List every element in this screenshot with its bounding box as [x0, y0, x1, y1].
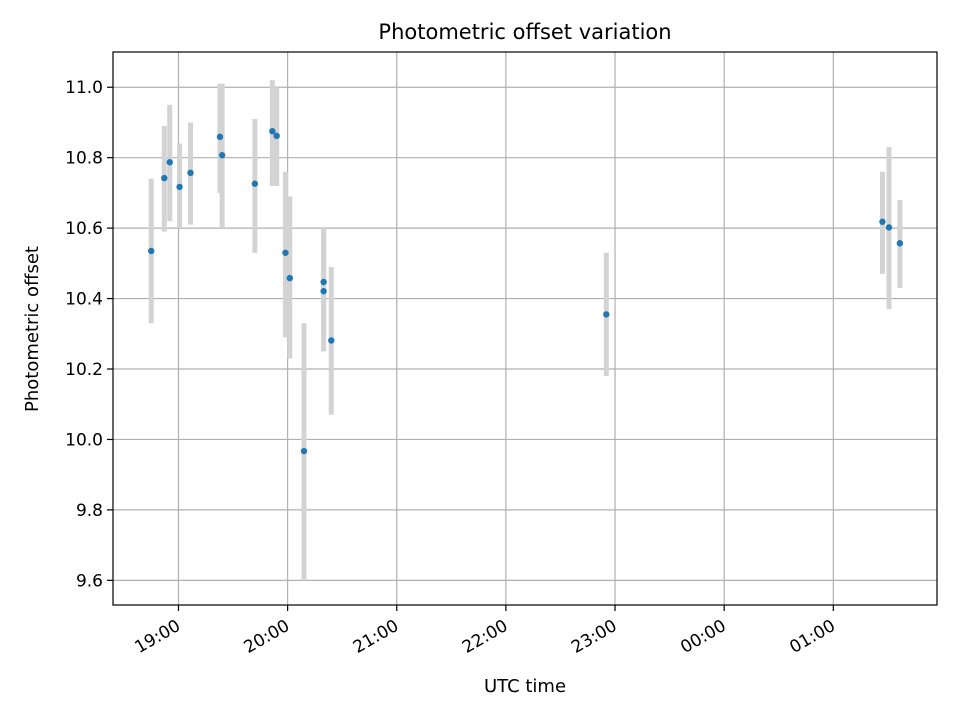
chart-title: Photometric offset variation — [378, 20, 671, 44]
data-point — [320, 287, 327, 295]
y-axis-ticks: 9.6 9.8 10.0 10.2 10.4 10.6 10.8 11.0 — [65, 78, 113, 591]
data-point — [176, 183, 183, 191]
y-tick-label: 10.2 — [65, 360, 103, 380]
y-tick-label: 10.0 — [65, 430, 103, 450]
data-point — [300, 447, 308, 455]
y-tick-label: 10.4 — [65, 290, 103, 310]
data-point — [273, 132, 280, 140]
data-point — [218, 152, 226, 159]
plot-frame — [112, 51, 938, 606]
y-axis-label: Photometric offset — [22, 246, 43, 412]
data-point — [187, 169, 194, 177]
data-point — [328, 337, 335, 344]
data-point — [166, 159, 173, 166]
plot-area — [113, 52, 937, 605]
y-tick-label: 10.6 — [65, 219, 103, 239]
data-point — [320, 278, 327, 286]
data-point — [286, 274, 294, 282]
data-point — [251, 180, 259, 187]
data-point — [282, 249, 289, 256]
data-point — [896, 240, 904, 247]
data-point — [269, 128, 276, 135]
data-point — [161, 174, 168, 182]
data-point — [147, 247, 155, 255]
y-tick-label: 11.0 — [65, 78, 103, 98]
y-tick-label: 9.6 — [76, 571, 103, 591]
x-axis-label: UTC time — [484, 676, 566, 697]
data-point — [885, 224, 893, 231]
data-points — [147, 128, 904, 455]
y-tick-label: 9.8 — [76, 501, 103, 521]
grid-lines — [113, 52, 937, 605]
y-tick-label: 10.8 — [65, 149, 103, 169]
data-point — [603, 311, 610, 318]
data-point — [879, 218, 886, 225]
data-point — [216, 133, 224, 141]
